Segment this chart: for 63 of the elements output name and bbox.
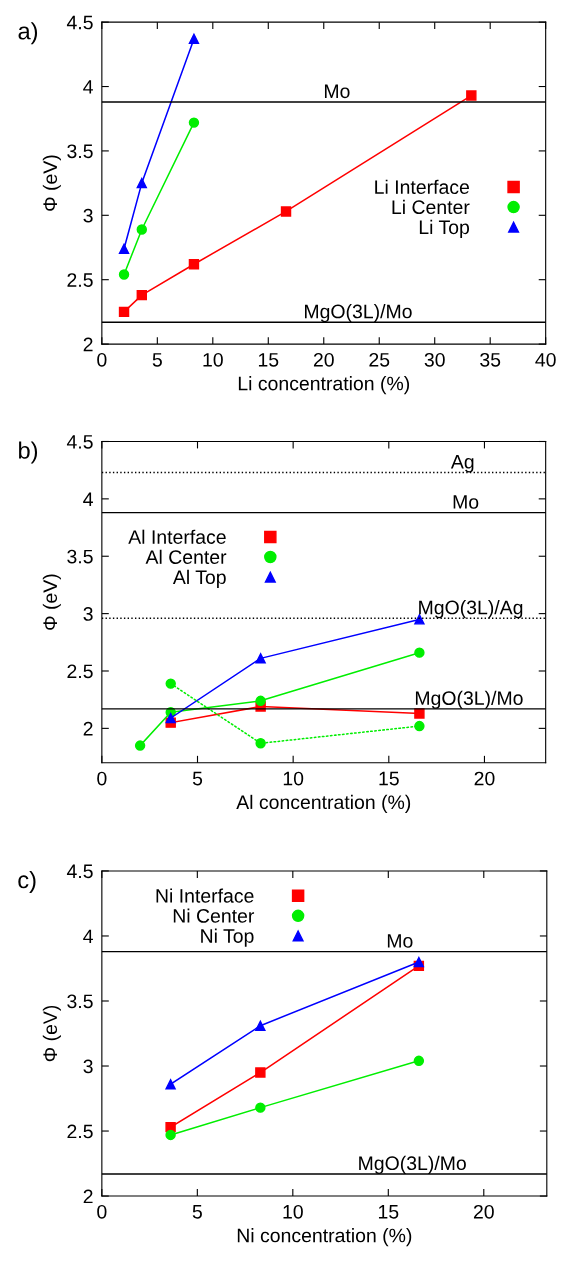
x-tick-label: 0 [97, 1204, 107, 1219]
x-tick-label: 5 [152, 353, 162, 367]
y-tick-label: 2 [83, 337, 93, 352]
y-axis-title: Φ (eV) [42, 155, 61, 211]
y-tick-label: 4 [83, 492, 93, 506]
legend-label: Al Center [145, 549, 227, 565]
ref-line-label: Mo [453, 495, 479, 509]
y-axis-title: Φ (eV) [42, 574, 61, 630]
x-tick-label: 10 [203, 352, 223, 367]
ref-line-label: MgO(3L)/Mo [415, 690, 523, 709]
x-tick-label: 20 [473, 1204, 494, 1219]
chart-title: c) [18, 870, 36, 893]
ref-line-label: Ag [450, 455, 474, 473]
x-tick-label: 20 [474, 771, 495, 786]
y-tick-label: 3.5 [67, 994, 93, 1009]
x-tick-label: 0 [97, 771, 107, 786]
ref-line-label: Mo [387, 934, 413, 948]
x-tick-label: 10 [283, 1204, 303, 1219]
legend-label: Ni Interface [156, 888, 254, 903]
x-tick-label: 30 [424, 352, 445, 367]
x-tick-label: 35 [480, 352, 501, 367]
x-tick-label: 5 [192, 1205, 202, 1219]
y-tick-label: 2.5 [67, 273, 93, 287]
chart-title: a) [18, 22, 38, 45]
legend-label: Li Center [392, 199, 470, 215]
legend-label: Li Interface [375, 179, 469, 195]
ref-line-label: Mo [324, 84, 350, 99]
y-tick-label: 4.5 [66, 864, 93, 879]
ref-line-label: MgO(3L)/Mo [305, 304, 412, 323]
legend-label: Al Interface [128, 529, 226, 544]
y-tick-label: 4.5 [66, 15, 93, 30]
y-tick-label: 2.5 [67, 664, 93, 679]
y-tick-label: 3.5 [67, 549, 93, 564]
y-tick-label: 2 [83, 721, 93, 736]
y-tick-label: 3 [83, 607, 93, 621]
x-tick-label: 15 [379, 771, 399, 786]
y-tick-label: 4 [83, 80, 93, 94]
x-axis-title: Ni concentration (%) [237, 1228, 412, 1247]
x-axis-title: Li concentration (%) [238, 376, 410, 395]
y-tick-label: 4.5 [66, 435, 93, 449]
ref-line-label: MgO(3L)/Mo [359, 1155, 466, 1174]
legend-label: Li Top [419, 219, 470, 238]
y-tick-label: 4 [83, 929, 93, 944]
x-tick-label: 25 [369, 352, 390, 367]
x-tick-label: 40 [535, 352, 556, 367]
y-tick-label: 2.5 [67, 1124, 93, 1139]
y-axis-title: Φ (eV) [42, 1005, 61, 1062]
ref-line-label: MgO(3L)/Ag [419, 600, 523, 619]
x-axis-title: Al concentration (%) [236, 794, 411, 813]
x-tick-label: 0 [97, 352, 107, 367]
legend-label: Ni Center [173, 908, 255, 923]
x-tick-label: 5 [192, 771, 203, 786]
x-tick-label: 10 [283, 771, 304, 786]
legend-label: Ni Top [201, 928, 254, 947]
x-tick-label: 15 [378, 1205, 399, 1219]
y-tick-label: 3 [83, 208, 93, 223]
x-tick-label: 15 [258, 353, 279, 367]
legend-label: Al Top [172, 569, 226, 588]
chart-title: b) [19, 441, 38, 464]
x-tick-label: 20 [313, 352, 334, 367]
y-tick-label: 2 [83, 1189, 93, 1204]
y-tick-label: 3.5 [67, 144, 93, 159]
y-tick-label: 3 [83, 1059, 93, 1074]
